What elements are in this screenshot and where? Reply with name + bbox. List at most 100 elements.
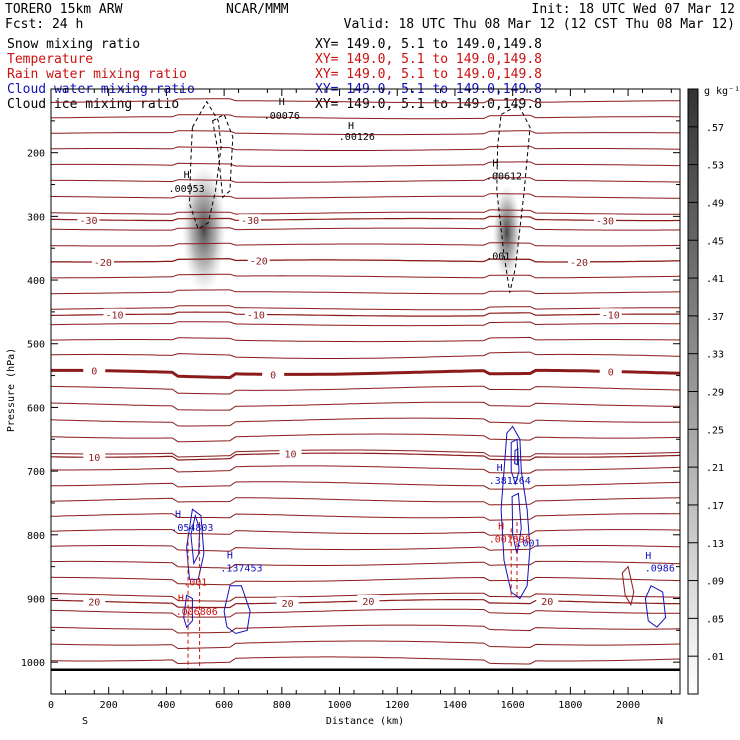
y-tick-label: 700 <box>27 467 45 478</box>
ice-contour-left-2 <box>212 113 234 199</box>
isotherm-label-bg <box>77 213 100 225</box>
isotherm-line <box>51 608 680 618</box>
y-tick-label: 1000 <box>21 658 45 669</box>
isotherm-line <box>51 351 680 359</box>
cloud-contour <box>514 447 519 466</box>
y-tick-label: 800 <box>27 531 45 542</box>
x-axis-title: Distance (km) <box>326 716 404 727</box>
y-tick-label: 200 <box>27 149 45 160</box>
isotherm-label: -30 <box>596 216 614 227</box>
isotherm-label: 0 <box>270 370 276 381</box>
cloud-contour <box>183 594 193 629</box>
isotherm-line <box>51 640 680 650</box>
isotherm-label: 10 <box>88 453 100 464</box>
y-tick-label: 600 <box>27 403 45 414</box>
x-tick-label: 2000 <box>616 700 640 711</box>
x-tick-label: 600 <box>215 700 233 711</box>
isotherm-label: -10 <box>602 310 620 321</box>
contour-annotation: .001 <box>516 538 540 549</box>
contour-annotation: .001698 <box>489 534 531 545</box>
contour-annotation: H <box>348 121 354 132</box>
legend-coords: XY= 149.0, 5.1 to 149.0,149.8 <box>315 97 542 112</box>
colorbar-label: .53 <box>706 161 724 172</box>
colorbar-label: .25 <box>706 425 724 436</box>
contour-annotation: .381264 <box>489 476 531 487</box>
isotherm-label-bg <box>536 594 559 606</box>
isotherm-line <box>51 656 680 665</box>
valid-time: Valid: 18 UTC Thu 08 Mar 12 (12 CST Thu … <box>344 17 735 32</box>
colorbar-units: g kg⁻¹ <box>704 86 740 97</box>
isotherm-label: 10 <box>284 449 296 460</box>
isotherm-line <box>51 417 680 427</box>
isotherm-line <box>51 289 680 295</box>
isotherm-label-bg <box>91 255 114 267</box>
contour-annotation: H <box>184 170 190 181</box>
isotherm-line <box>51 114 680 120</box>
isotherm-line <box>51 177 680 183</box>
forecast-hour: Fcst: 24 h <box>5 17 83 32</box>
contour-annotation: H <box>175 510 181 521</box>
init-time: Init: 18 UTC Wed 07 Mar 12 <box>532 2 736 17</box>
isotherm-label-bg <box>279 447 302 459</box>
colorbar-label: .57 <box>706 123 724 134</box>
isotherm-labeled <box>51 311 680 317</box>
isotherm-line <box>51 545 680 552</box>
x-tick-label: 200 <box>100 700 118 711</box>
isotherm-line <box>51 529 680 536</box>
x-tick-label: 400 <box>157 700 175 711</box>
colorbar: .57 .53 .49 .45 .41 .37 .33 .29 .25 .21 .17 .13 .09.… <box>687 86 740 695</box>
isotherm-label-bg <box>276 597 299 609</box>
isotherm-line <box>51 193 680 199</box>
colorbar-label: .01 <box>706 652 724 663</box>
contour-annotation: .00612 <box>486 171 522 182</box>
isotherm-line <box>51 624 680 634</box>
isotherm-label-bg <box>599 365 622 377</box>
colorbar-label: .41 <box>706 274 724 285</box>
endpoint-right: N <box>657 716 663 727</box>
isotherm-line <box>51 560 680 569</box>
contour-annotation: .137453 <box>220 564 262 575</box>
contour-annotation: H <box>178 594 184 605</box>
legend-coords: XY= 149.0, 5.1 to 149.0,149.8 <box>315 37 542 52</box>
x-tick-label: 0 <box>48 700 54 711</box>
colorbar-label: .29 <box>706 388 724 399</box>
isotherm-labeled <box>51 452 680 461</box>
isotherm-label-bg <box>247 254 270 266</box>
isotherm-line <box>51 433 680 443</box>
legend-label: Snow mixing ratio <box>7 37 140 52</box>
isotherm-line <box>51 401 680 411</box>
cloud-contour <box>644 584 667 628</box>
x-tick-label: 1000 <box>327 700 351 711</box>
colorbar-label: .09 <box>706 577 724 588</box>
legend-label: Rain water mixing ratio <box>7 67 187 82</box>
model-title: TORERO 15km ARW <box>5 2 123 17</box>
legend-label: Temperature <box>7 52 93 67</box>
plot-area: -30 -30 -30 -20 -20 -20 -10 -10 -10 0 0 0 10 10 20 20 20… <box>51 97 680 672</box>
isotherm-line <box>51 321 680 327</box>
isotherm-label: 20 <box>282 599 294 610</box>
isotherm-line <box>51 481 680 490</box>
cloud-contour <box>510 438 520 486</box>
center-title: NCAR/MMM <box>226 2 289 17</box>
isotherm-line <box>51 209 680 215</box>
isotherm-line <box>51 305 680 311</box>
isotherm-label: 20 <box>362 597 374 608</box>
axes: 0 200 400 600 800 1000 1200 1400 1600 1800 2000200… <box>21 89 680 711</box>
isotherm-label-bg <box>593 214 616 226</box>
legend-label: Cloud ice mixing ratio <box>7 97 179 112</box>
isotherm-line <box>51 497 680 506</box>
isotherm-line <box>51 513 680 521</box>
cloud-contour <box>511 492 522 555</box>
y-tick-label: 400 <box>27 276 45 287</box>
y-tick-label: 300 <box>27 212 45 223</box>
colorbar-label: .37 <box>706 312 724 323</box>
isotherm-label-bg <box>599 308 622 320</box>
isotherm-line <box>51 385 680 395</box>
isotherm-label-bg <box>262 368 285 380</box>
ice-contour-right <box>496 104 531 293</box>
isotherm-line <box>51 145 680 151</box>
isotherm-line <box>51 273 680 279</box>
contour-annotation: H <box>279 97 285 108</box>
isotherm-line <box>51 225 680 231</box>
